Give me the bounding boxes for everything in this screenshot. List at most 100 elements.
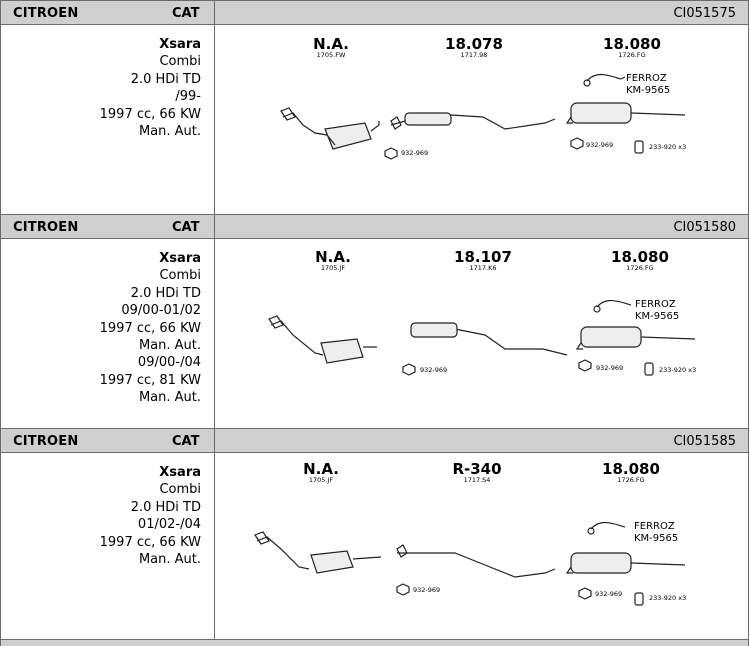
exhaust-diagram [254, 521, 686, 606]
part-middle-silencer[interactable]: 18.107 1717.K6 [450, 250, 516, 272]
ferroz-label: FERROZ [634, 521, 675, 532]
desc-line: Combi [159, 54, 201, 70]
desc-line: 1997 cc, 81 KW [99, 372, 201, 388]
clamp-label: 932-969 [586, 141, 614, 149]
part-front-pipe[interactable]: N.A. 1705.JF [308, 250, 358, 272]
model-name: Xsara [159, 465, 201, 480]
ferroz-ring-icon [586, 73, 622, 82]
part-number: 18.107 [454, 248, 512, 266]
desc-line: 09/00-01/02 [121, 303, 201, 319]
clamp-label: 932-969 [401, 149, 429, 157]
km-label: KM-9565 [626, 85, 671, 96]
desc-line: 09/00-/04 [137, 355, 201, 371]
exhaust-diagram [280, 73, 686, 160]
mount-icon [634, 592, 644, 606]
catalog-code: CI051575 [673, 6, 736, 21]
desc-line: Combi [159, 268, 201, 284]
rear-silencer-icon [570, 102, 632, 124]
clamp-icon [570, 137, 584, 150]
brand-label: CITROEN [13, 220, 79, 235]
row-header: CITROEN CAT CI051585 [1, 428, 748, 453]
catalyst-icon [324, 122, 372, 150]
front-pipe-icon [270, 320, 324, 356]
desc-line: Man. Aut. [138, 338, 201, 354]
oe-number: 1717.S4 [463, 476, 491, 484]
oe-number: 1726.FG [617, 476, 645, 484]
desc-line: 2.0 HDi TD [130, 285, 201, 301]
front-pipe-icon [256, 536, 310, 570]
catalog-row-2: CITROEN CAT CI051580 Xsara Combi 2.0 HDi… [1, 214, 748, 428]
desc-line: /99- [175, 89, 201, 105]
oe-number: 1717.K6 [469, 264, 497, 272]
catalog-row-3: CITROEN CAT CI051585 Xsara Combi 2.0 HDi… [1, 428, 748, 646]
ferroz-ring-icon [590, 521, 626, 530]
clamp-icon [578, 587, 592, 600]
vehicle-description: Xsara Combi 2.0 HDi TD /99- 1997 cc, 66 … [1, 36, 201, 140]
middle-silencer-icon [404, 112, 452, 126]
vehicle-description: Xsara Combi 2.0 HDi TD 09/00-01/02 1997 … [1, 250, 201, 407]
catalog-row-1: CITROEN CAT CI051575 Xsara Combi 2.0 HDi… [1, 0, 748, 214]
part-number: 18.080 [611, 248, 669, 266]
clamp-icon [396, 583, 410, 596]
desc-line: 01/02-/04 [137, 517, 201, 533]
desc-line: Man. Aut. [138, 552, 201, 568]
oe-number: 1726.FG [626, 264, 654, 272]
mount-label: 233-920 x3 [649, 594, 687, 602]
mount-icon [634, 140, 644, 154]
column-divider [214, 214, 215, 428]
part-rear-silencer[interactable]: 18.080 1726.FG [599, 37, 665, 59]
clamp-label: 932-969 [596, 364, 624, 372]
mount-icon [644, 362, 654, 376]
ferroz-ring-icon [596, 299, 632, 308]
km-label: KM-9565 [634, 533, 679, 544]
brand-label: CITROEN [13, 434, 79, 449]
part-number: N.A. [313, 35, 349, 53]
model-name: Xsara [159, 37, 201, 52]
part-front-pipe[interactable]: N.A. 1705.FW [306, 37, 356, 59]
part-middle-silencer[interactable]: 18.078 1717.98 [441, 37, 507, 59]
oe-number: 1726.FG [618, 51, 646, 59]
clamp-icon [402, 363, 416, 376]
rear-silencer-icon [580, 326, 642, 348]
part-rear-silencer[interactable]: 18.080 1726.FG [607, 250, 673, 272]
oe-number: 1705.FW [316, 51, 346, 59]
type-label: CAT [172, 6, 200, 21]
middle-pipe-icon [397, 552, 556, 578]
part-number: N.A. [315, 248, 351, 266]
column-divider [214, 0, 215, 214]
part-number: 18.078 [445, 35, 503, 53]
part-number: R-340 [452, 460, 502, 478]
brand-label: CITROEN [13, 6, 79, 21]
type-label: CAT [172, 220, 200, 235]
model-name: Xsara [159, 251, 201, 266]
desc-line: 2.0 HDi TD [130, 71, 201, 87]
front-pipe-icon [282, 112, 328, 136]
ferroz-label: FERROZ [635, 299, 676, 310]
type-label: CAT [172, 434, 200, 449]
km-label: KM-9565 [635, 311, 680, 322]
clamp-label: 932-969 [420, 366, 448, 374]
clamp-icon [384, 147, 398, 160]
row-header: CITROEN CAT CI051575 [1, 0, 748, 25]
part-middle-pipe[interactable]: R-340 1717.S4 [444, 462, 510, 484]
mount-label: 233-920 x3 [659, 366, 697, 374]
desc-line: Man. Aut. [138, 390, 201, 406]
part-rear-silencer[interactable]: 18.080 1726.FG [598, 462, 664, 484]
row-header: CITROEN CAT CI051580 [1, 214, 748, 239]
part-number: 18.080 [603, 35, 661, 53]
desc-line: 1997 cc, 66 KW [99, 106, 201, 122]
part-number: 18.080 [602, 460, 660, 478]
oe-number: 1705.JF [320, 264, 346, 272]
desc-line: Combi [159, 482, 201, 498]
next-row-header [1, 639, 748, 646]
clamp-label: 932-969 [595, 590, 623, 598]
ferroz-label: FERROZ [626, 73, 667, 84]
column-divider [214, 428, 215, 646]
part-number: N.A. [303, 460, 339, 478]
desc-line: 2.0 HDi TD [130, 499, 201, 515]
middle-silencer-icon [410, 322, 458, 338]
part-front-pipe[interactable]: N.A. 1705.JF [296, 462, 346, 484]
clamp-icon [578, 359, 592, 372]
desc-line: 1997 cc, 66 KW [99, 534, 201, 550]
